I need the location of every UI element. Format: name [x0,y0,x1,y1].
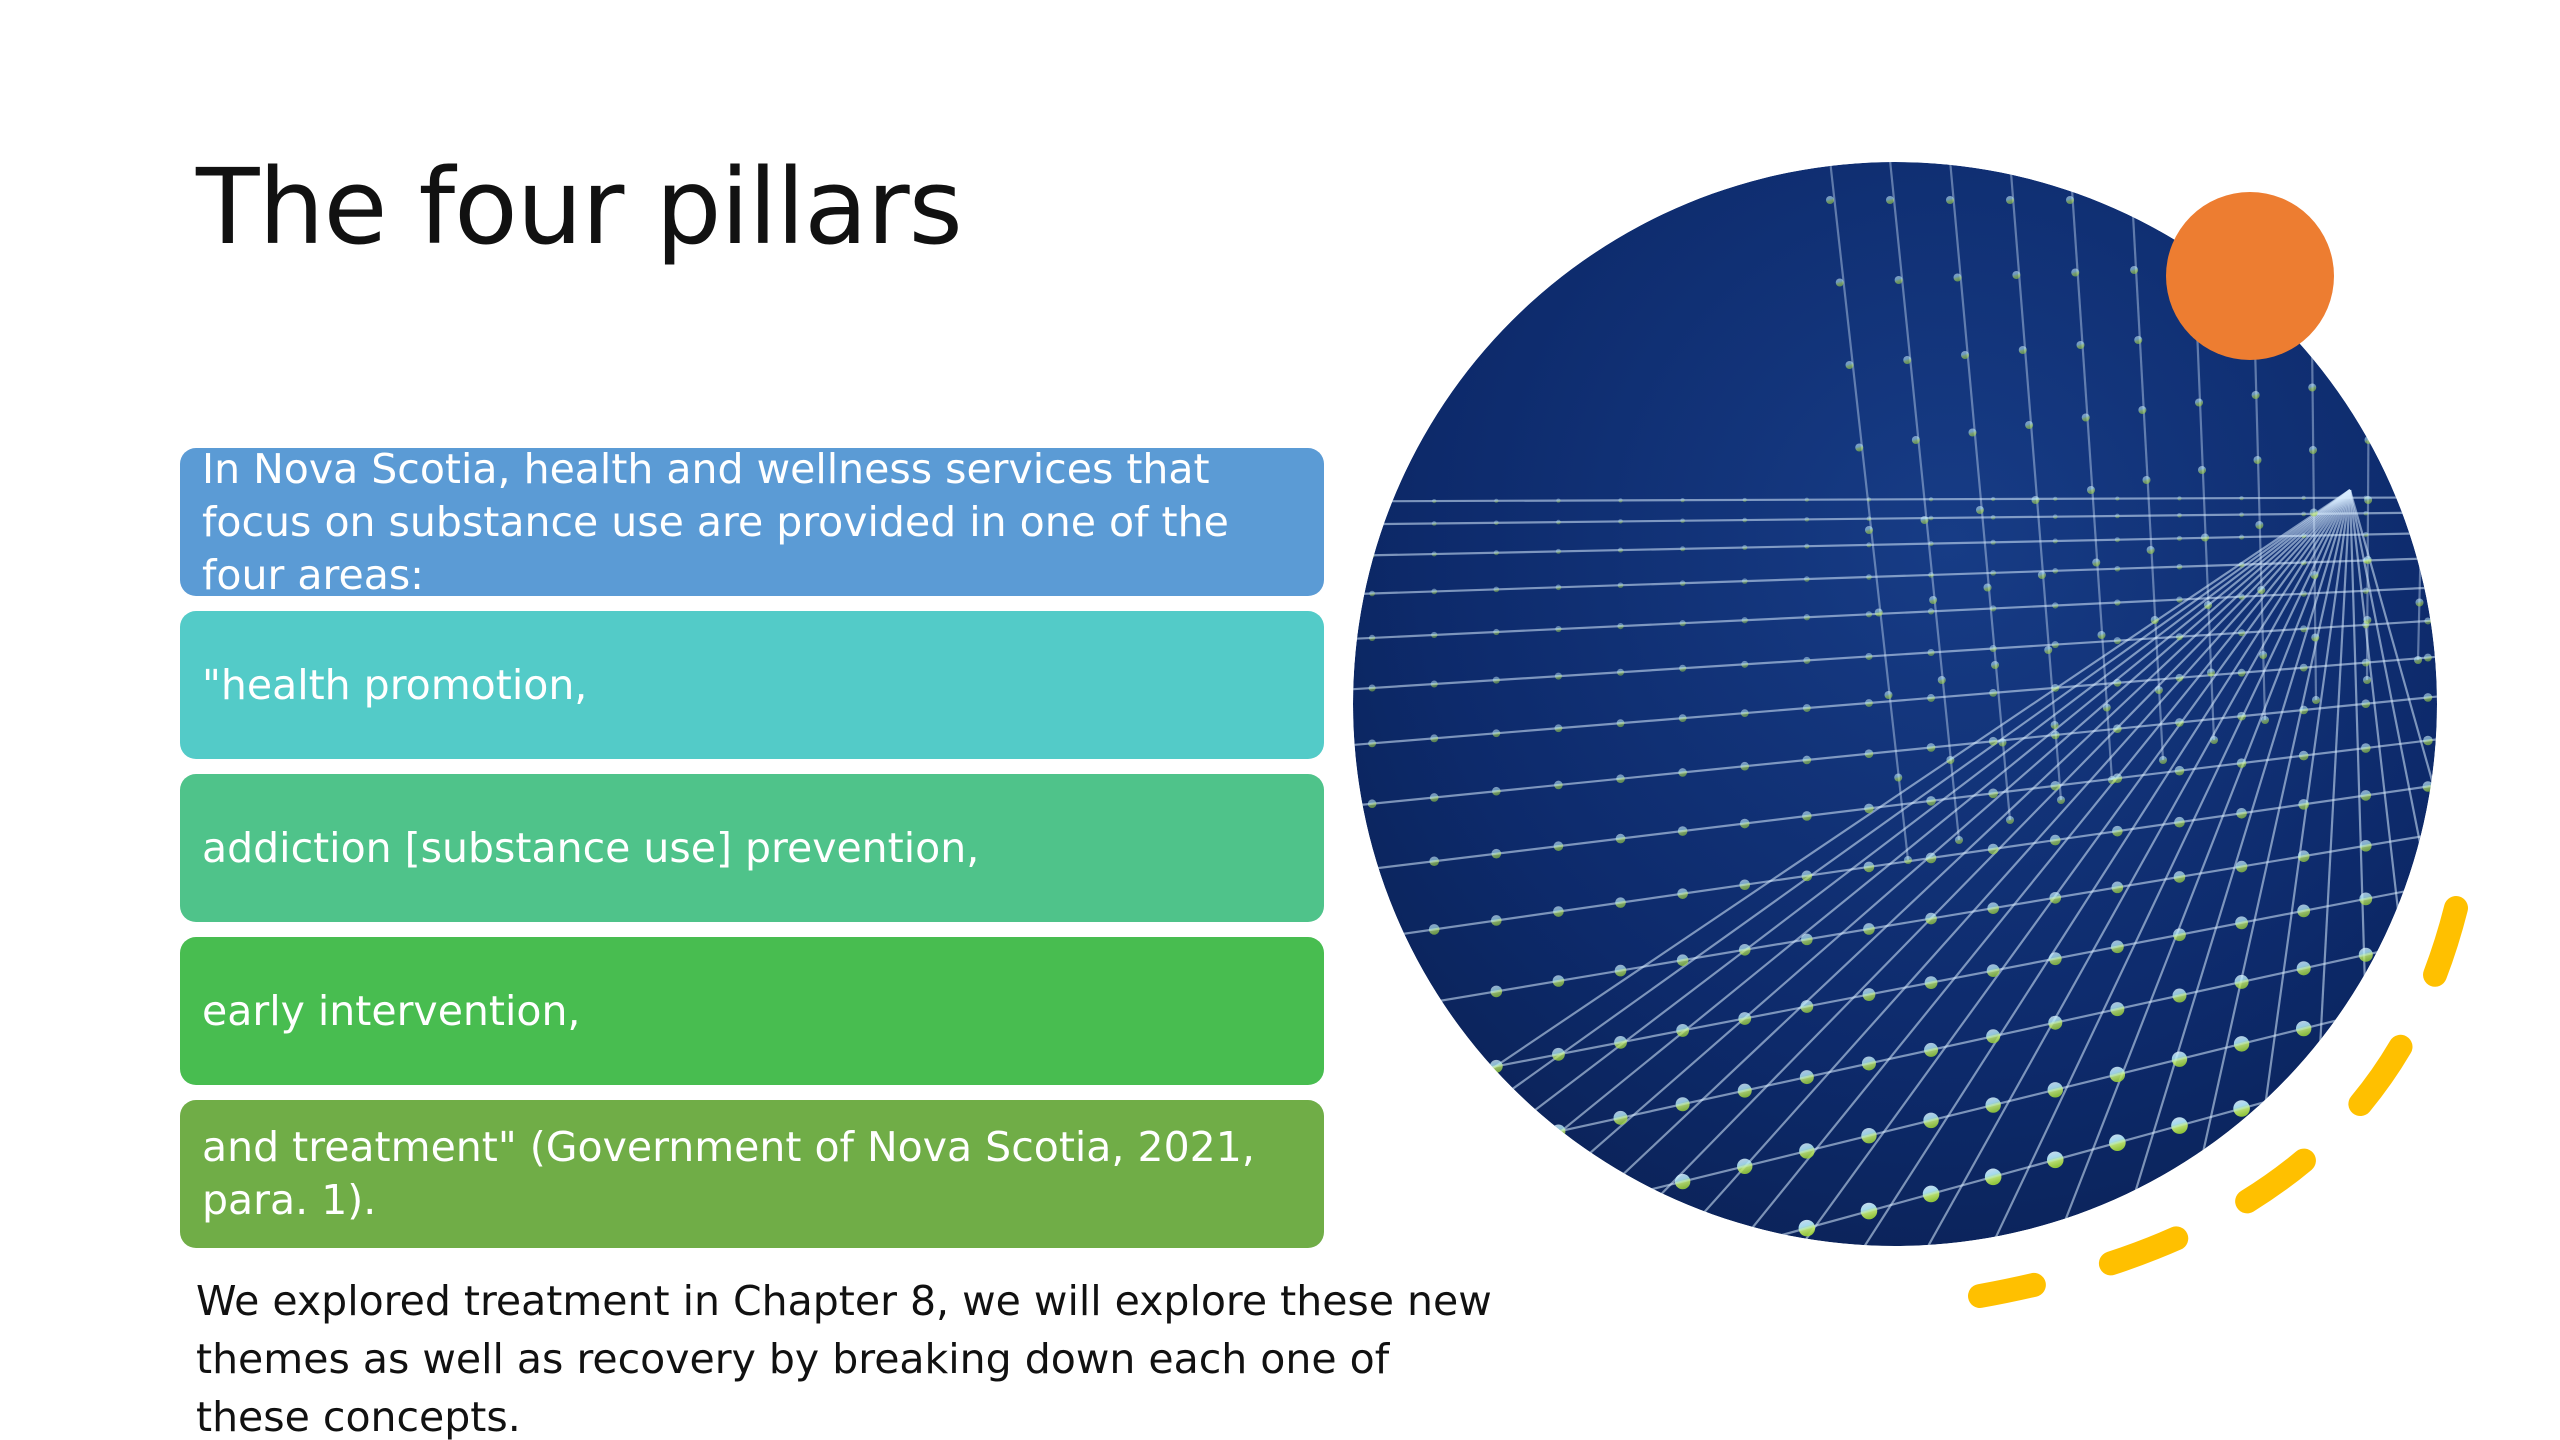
decorative-art [1353,162,2468,1308]
pillar-health-promotion-box: "health promotion, [180,611,1324,759]
pillar-early-intervention-text: early intervention, [202,986,581,1035]
yellow-dashed-arc [1968,896,2468,1308]
pillar-prevention-text: addiction [substance use] prevention, [202,823,980,872]
slide-footnote: We explored treatment in Chapter 8, we w… [196,1277,1492,1440]
slide-title: The four pillars [196,146,963,268]
pillar-intro-text: In Nova Scotia, health and wellness serv… [202,444,1229,599]
pillar-prevention-box: addiction [substance use] prevention, [180,774,1324,922]
network-grid-image [1353,162,2437,1246]
pillar-treatment-box: and treatment" (Government of Nova Scoti… [180,1100,1324,1248]
pillar-health-promotion-text: "health promotion, [202,660,588,709]
pillar-early-intervention-box: early intervention, [180,937,1324,1085]
pillars-list: In Nova Scotia, health and wellness serv… [180,445,1324,1263]
pillar-intro-box: In Nova Scotia, health and wellness serv… [180,445,1324,599]
orange-accent-circle [2166,192,2334,360]
pillar-treatment-text: and treatment" (Government of Nova Scoti… [202,1123,1255,1224]
